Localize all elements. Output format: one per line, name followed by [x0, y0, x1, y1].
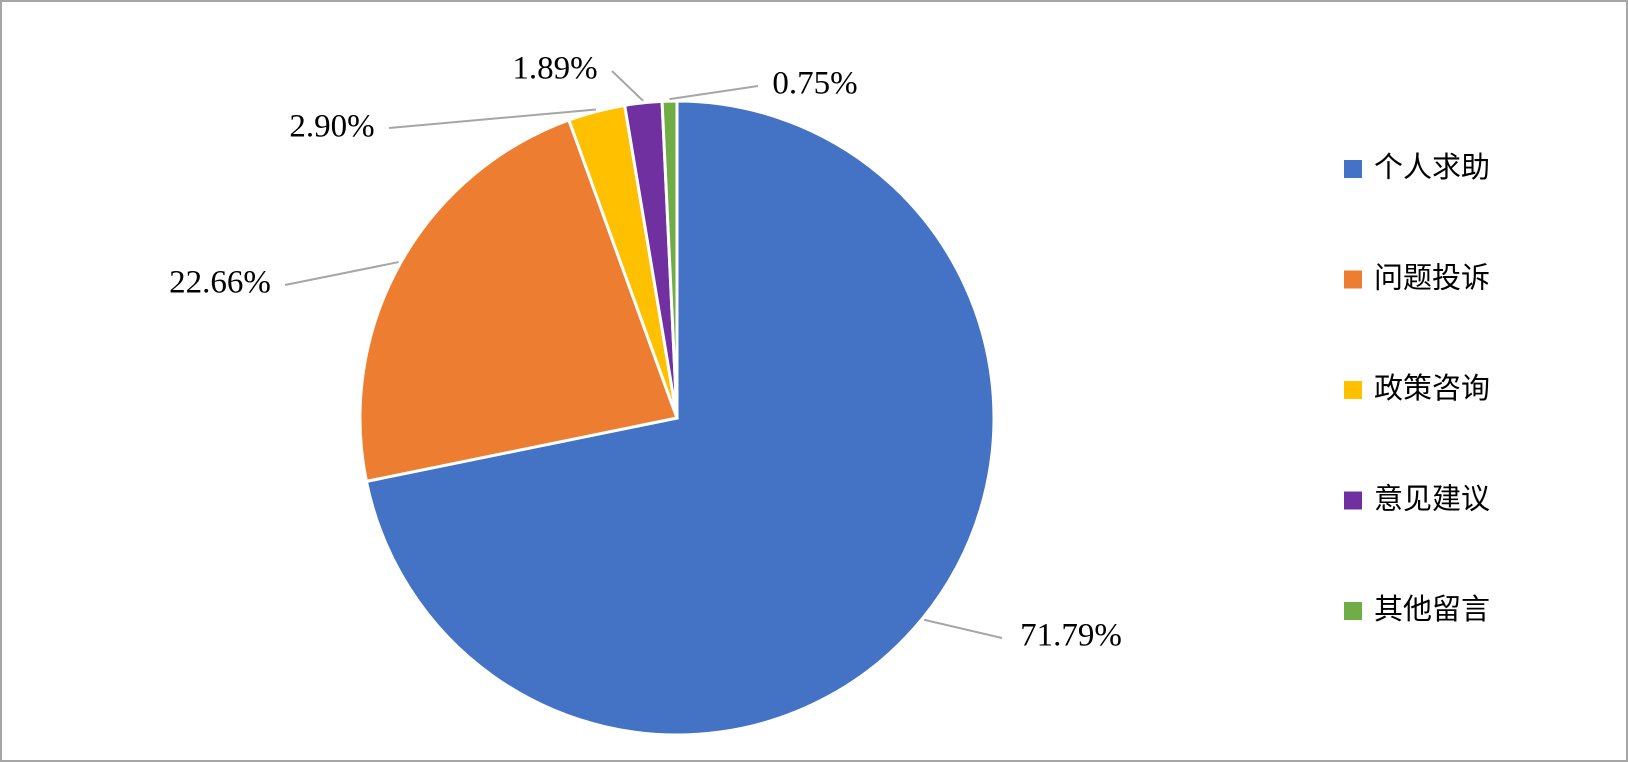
legend-swatch [1344, 270, 1362, 289]
legend-swatch [1344, 381, 1362, 399]
legend-swatch [1344, 602, 1362, 620]
leader-line [388, 108, 597, 129]
legend-label: 政策咨询 [1374, 371, 1490, 405]
pie-slice [364, 99, 996, 737]
leader-line [611, 70, 644, 102]
legend-label: 问题投诉 [1374, 261, 1490, 295]
leader-line [669, 85, 759, 101]
leader-line [923, 618, 1003, 639]
legend-label: 其他留言 [1374, 592, 1490, 626]
legend-swatch [1344, 491, 1362, 510]
legend-swatch [1344, 160, 1362, 178]
data-label: 2.90% [289, 109, 374, 145]
data-label: 1.89% [512, 51, 597, 87]
pie-slice [358, 118, 680, 484]
data-label: 71.79% [1020, 618, 1122, 654]
pie-slice [660, 99, 679, 419]
data-label: 22.66% [169, 265, 271, 301]
legend-label: 意见建议 [1374, 482, 1490, 516]
data-label: 0.75% [772, 66, 857, 102]
leader-line [284, 261, 399, 286]
legend-label: 个人求助 [1374, 150, 1490, 184]
